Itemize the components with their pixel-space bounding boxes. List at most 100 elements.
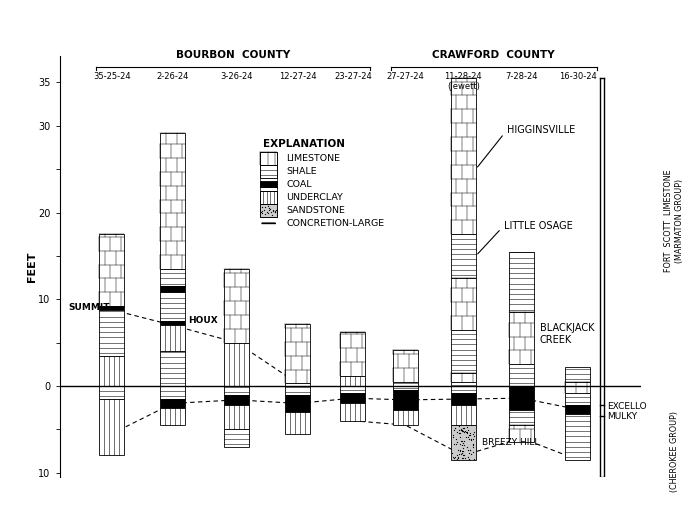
Bar — [160, 408, 186, 425]
Point — [259, 206, 270, 214]
Point — [451, 450, 462, 459]
Bar — [285, 324, 310, 383]
Bar — [99, 386, 125, 399]
Bar — [285, 412, 310, 433]
Point — [454, 429, 465, 438]
Point — [455, 447, 466, 456]
Bar — [260, 152, 277, 165]
Point — [267, 207, 279, 215]
Bar — [99, 306, 125, 310]
Bar — [99, 399, 125, 456]
Text: FORT  SCOTT  LIMESTONE
(MARMATON GROUP): FORT SCOTT LIMESTONE (MARMATON GROUP) — [664, 169, 684, 272]
Bar — [260, 178, 277, 181]
Point — [456, 425, 467, 433]
Point — [449, 453, 461, 461]
Point — [463, 431, 475, 439]
Text: 2-26-24: 2-26-24 — [157, 72, 189, 81]
Point — [256, 208, 267, 216]
Bar — [160, 133, 186, 269]
Point — [468, 430, 479, 438]
Point — [458, 428, 470, 437]
Bar — [224, 343, 249, 386]
Point — [466, 436, 477, 444]
Point — [270, 208, 281, 216]
Point — [463, 445, 474, 453]
Point — [262, 202, 273, 210]
Text: LIMESTONE: LIMESTONE — [286, 154, 340, 163]
Point — [452, 428, 463, 436]
Bar — [160, 286, 186, 292]
Bar — [566, 382, 590, 393]
Point — [452, 438, 463, 446]
Point — [458, 453, 469, 462]
Point — [457, 427, 468, 436]
Text: CONCRETION-LARGE: CONCRETION-LARGE — [286, 219, 384, 228]
Point — [457, 444, 468, 452]
Text: UNDERCLAY: UNDERCLAY — [286, 193, 343, 202]
Point — [463, 432, 474, 441]
Point — [448, 440, 459, 448]
Point — [449, 424, 461, 432]
Point — [457, 450, 468, 459]
Bar — [451, 278, 476, 330]
Point — [458, 451, 470, 459]
Bar — [451, 382, 476, 393]
Point — [456, 454, 468, 462]
Point — [267, 206, 279, 214]
Bar — [260, 188, 277, 191]
Text: CRAWFORD  COUNTY: CRAWFORD COUNTY — [433, 50, 555, 60]
Bar — [393, 349, 418, 382]
Point — [453, 453, 464, 462]
Point — [461, 423, 472, 431]
Bar — [260, 165, 277, 178]
Bar — [260, 152, 277, 165]
Bar — [451, 330, 476, 373]
Point — [453, 452, 464, 461]
Text: (CHEROKEE GROUP): (CHEROKEE GROUP) — [670, 411, 678, 492]
Text: HOUX: HOUX — [188, 317, 218, 325]
Bar — [224, 386, 249, 394]
Text: SHALE: SHALE — [286, 167, 316, 176]
Text: LITTLE OSAGE: LITTLE OSAGE — [477, 221, 573, 254]
Point — [447, 431, 458, 439]
Point — [456, 426, 467, 434]
Point — [463, 455, 475, 463]
Bar — [566, 393, 590, 405]
Bar — [451, 78, 476, 234]
Bar — [509, 386, 534, 410]
Text: COAL: COAL — [286, 180, 312, 189]
Text: 7-28-24: 7-28-24 — [505, 72, 538, 81]
Text: 27-27-24: 27-27-24 — [386, 72, 424, 81]
Point — [448, 426, 459, 434]
Point — [263, 204, 274, 212]
Point — [467, 443, 478, 451]
Bar — [509, 425, 534, 442]
Point — [263, 206, 274, 214]
Point — [456, 437, 467, 445]
Point — [264, 204, 275, 212]
Bar — [340, 403, 365, 421]
Bar — [160, 269, 186, 286]
Point — [457, 424, 468, 432]
Point — [458, 428, 470, 437]
Bar — [160, 321, 186, 325]
Point — [260, 203, 271, 211]
Bar — [160, 325, 186, 351]
Point — [458, 437, 470, 445]
Bar — [451, 393, 476, 405]
Point — [267, 210, 278, 219]
Bar — [451, 234, 476, 278]
Point — [454, 450, 465, 458]
Bar — [160, 351, 186, 386]
Point — [454, 428, 466, 437]
Text: BOURBON  COUNTY: BOURBON COUNTY — [176, 50, 290, 60]
Bar — [160, 292, 186, 321]
Bar — [224, 405, 249, 429]
Point — [457, 449, 468, 458]
Bar — [509, 251, 534, 312]
Bar — [285, 394, 310, 412]
Bar — [99, 310, 125, 356]
Bar — [393, 390, 418, 410]
Point — [465, 431, 476, 439]
Bar — [451, 425, 476, 460]
